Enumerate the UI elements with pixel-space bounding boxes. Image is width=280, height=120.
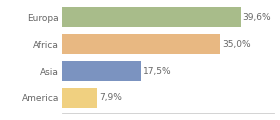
Bar xyxy=(62,88,97,108)
Text: 7,9%: 7,9% xyxy=(99,93,122,102)
Bar xyxy=(62,7,241,27)
Text: 35,0%: 35,0% xyxy=(222,40,251,49)
Text: 17,5%: 17,5% xyxy=(143,67,171,76)
Bar xyxy=(62,61,141,81)
Bar xyxy=(62,34,220,54)
Text: 39,6%: 39,6% xyxy=(243,13,271,22)
